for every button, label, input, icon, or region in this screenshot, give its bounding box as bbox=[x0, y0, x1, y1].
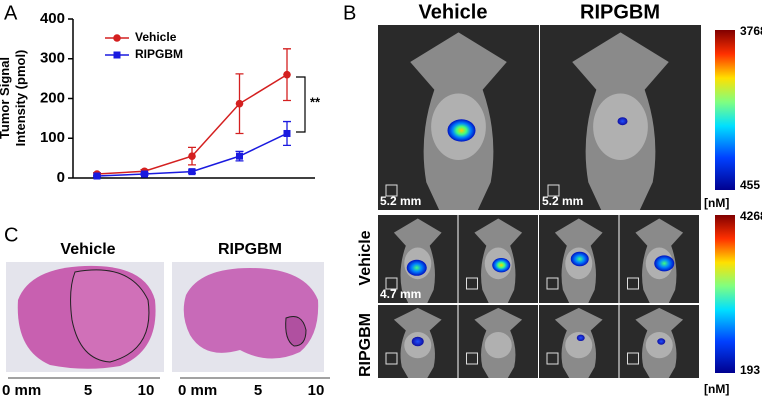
scale-tick: 5 bbox=[254, 382, 262, 399]
legend-label: Vehicle bbox=[135, 30, 177, 44]
y-tick-label: 0 bbox=[57, 169, 65, 186]
y-tick-label: 300 bbox=[40, 50, 65, 67]
y-tick-label: 100 bbox=[40, 129, 65, 146]
scale-label: 4.7 mm bbox=[380, 287, 421, 301]
panel-label: B bbox=[343, 2, 356, 24]
panel-label: C bbox=[4, 224, 18, 246]
head bbox=[565, 332, 593, 359]
marker-box bbox=[627, 352, 639, 365]
data-point bbox=[236, 152, 243, 160]
signal bbox=[447, 119, 476, 142]
colorbar-min: 193 bbox=[740, 363, 760, 377]
marker-box bbox=[385, 184, 398, 197]
y-tick-label: 400 bbox=[40, 10, 65, 27]
head bbox=[593, 93, 648, 161]
marker-box bbox=[466, 277, 478, 290]
colorbar-unit: [nM] bbox=[704, 196, 729, 210]
data-point bbox=[188, 152, 196, 160]
row-label: RIPGBM bbox=[357, 313, 374, 377]
column-label: RIPGBM bbox=[580, 1, 660, 23]
signal bbox=[570, 251, 589, 267]
data-point bbox=[283, 70, 291, 79]
marker-box bbox=[546, 277, 559, 290]
data-point bbox=[188, 168, 196, 176]
legend-label: RIPGBM bbox=[135, 47, 183, 61]
scale-label: 5.2 mm bbox=[380, 194, 421, 208]
data-point bbox=[141, 170, 148, 178]
colorbar-max: 4268 bbox=[740, 209, 762, 223]
data-point bbox=[93, 172, 101, 180]
marker-box bbox=[466, 352, 478, 365]
significance-bracket bbox=[296, 76, 306, 133]
column-label: Vehicle bbox=[419, 1, 488, 23]
data-point bbox=[283, 129, 291, 137]
image-label: Vehicle bbox=[60, 241, 115, 258]
signal bbox=[576, 334, 585, 342]
marker-box bbox=[547, 184, 560, 197]
signal bbox=[654, 255, 675, 272]
colorbar-gradient bbox=[715, 30, 735, 190]
scale-tick: 5 bbox=[84, 382, 92, 399]
legend-marker bbox=[113, 51, 121, 59]
data-point bbox=[235, 99, 244, 108]
y-tick-label: 200 bbox=[40, 89, 65, 106]
histology-image bbox=[6, 262, 324, 372]
signal bbox=[657, 338, 666, 345]
colorbar-unit: [nM] bbox=[704, 382, 729, 396]
marker-box bbox=[385, 352, 398, 365]
scale-tick: 0 mm bbox=[178, 382, 217, 399]
colorbar: 3768 455 [nM] 4268 193 [nM] bbox=[704, 24, 762, 396]
signal bbox=[492, 257, 511, 273]
signal bbox=[406, 259, 427, 276]
row-label: Vehicle bbox=[357, 230, 374, 285]
image-grid: 5.2 mm 5.2 mm 4.7 mm bbox=[378, 25, 701, 378]
colorbar-max: 3768 bbox=[740, 24, 762, 38]
head bbox=[484, 332, 512, 359]
y-axis-label-line: Intensity (pmol) bbox=[13, 50, 28, 147]
scale-tick: 10 bbox=[138, 382, 155, 399]
scale-tick: 0 mm bbox=[2, 382, 41, 399]
image-label: RIPGBM bbox=[218, 241, 282, 258]
line-chart: ** Tumor SignalIntensity (pmol) 0 100 200 3… bbox=[0, 10, 321, 186]
colorbar-min: 455 bbox=[740, 178, 760, 192]
marker-box bbox=[546, 352, 559, 365]
annotation: ** bbox=[310, 94, 321, 109]
scale-label: 5.2 mm bbox=[542, 194, 583, 208]
scale-tick: 10 bbox=[308, 382, 325, 399]
head bbox=[645, 332, 673, 359]
panel-label: A bbox=[4, 2, 18, 24]
y-axis-label: Tumor SignalIntensity (pmol) bbox=[0, 50, 28, 147]
marker-box bbox=[385, 277, 398, 290]
marker-box bbox=[627, 277, 639, 290]
signal bbox=[617, 117, 628, 126]
signal bbox=[411, 336, 424, 347]
colorbar-gradient bbox=[715, 215, 735, 373]
y-axis-label-line: Tumor Signal bbox=[0, 57, 13, 139]
legend-marker bbox=[113, 34, 121, 42]
